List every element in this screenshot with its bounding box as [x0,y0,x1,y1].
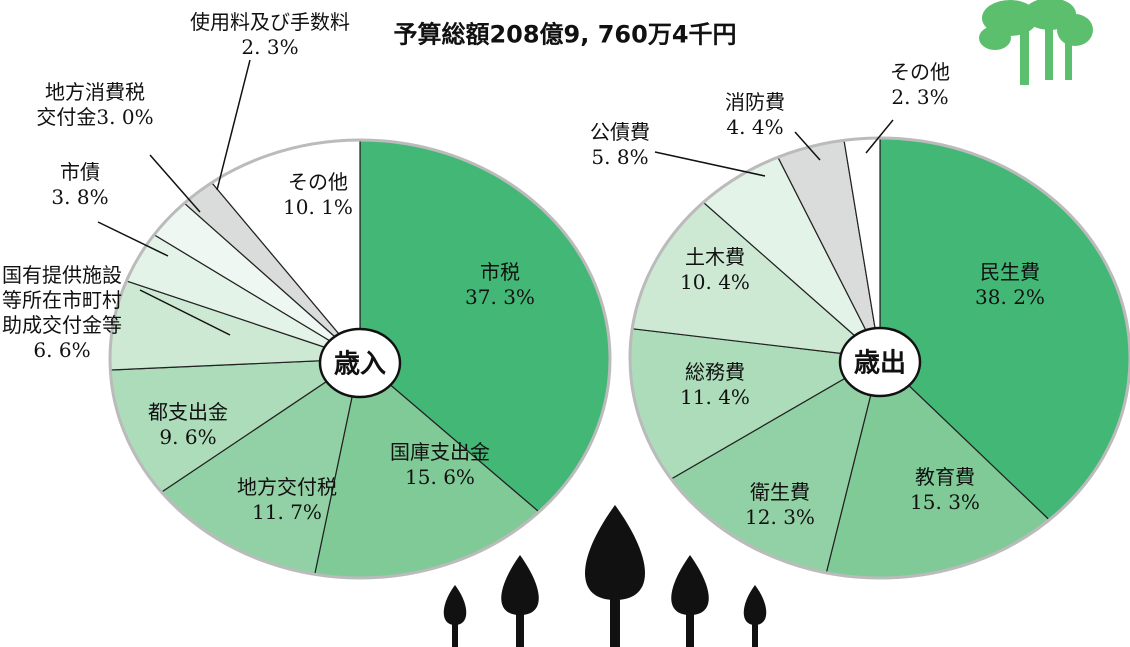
value-label: 2. 3% [890,85,950,110]
value-label: 3. 8% [51,185,108,210]
category-label: 消防費 [725,90,785,114]
value-label: 11. 7% [237,500,337,525]
category-label: 市税 [480,260,520,284]
page-title: 予算総額208億9, 760万4千円 [393,15,736,50]
category-label: 使用料及び手数料 [190,10,350,34]
leader-line [655,152,765,176]
category-label: 国有提供施設 等所在市町村 助成交付金等 [2,263,122,337]
value-label: 12. 3% [745,505,815,530]
value-label: 3. 0% [96,105,153,129]
page: 歳入歳出 予算総額208億9, 760万4千円 市税37. 3%国庫支出金15.… [0,0,1130,647]
category-label: 総務費 [685,360,745,384]
category-label: 市債 [60,160,100,184]
category-label: 国庫支出金 [390,440,490,464]
value-label: 10. 4% [680,270,750,295]
chart: 歳入 歳出 [0,0,1130,647]
value-label: 11. 4% [680,385,750,410]
slice-label: 地方消費税 交付金3. 0% [36,80,153,130]
category-label: その他 [890,60,950,84]
category-label: 教育費 [915,465,975,489]
value-label: 9. 6% [148,425,228,450]
chart-title: 歳入 [334,350,386,380]
chart-title: 歳出 [854,349,906,379]
value-label: 10. 1% [283,195,353,220]
pie: 歳出 [630,120,1130,578]
category-label: 衛生費 [750,480,810,504]
value-label: 15. 3% [910,490,980,515]
value-label: 2. 3% [190,35,350,60]
leader-line [150,155,200,212]
value-label: 4. 4% [725,115,785,140]
category-label: 都支出金 [148,400,228,424]
value-label: 38. 2% [975,285,1045,310]
green-tree-decoration [979,0,1093,85]
category-label: 土木費 [685,245,745,269]
category-label: 地方交付税 [237,475,337,499]
value-label: 37. 3% [465,285,535,310]
value-label: 15. 6% [390,465,490,490]
pie: 歳入 [98,60,610,578]
category-label: その他 [288,170,348,194]
value-label: 5. 8% [590,145,650,170]
value-label: 6. 6% [2,338,122,363]
category-label: 公債費 [590,120,650,144]
category-label: 民生費 [980,260,1040,284]
